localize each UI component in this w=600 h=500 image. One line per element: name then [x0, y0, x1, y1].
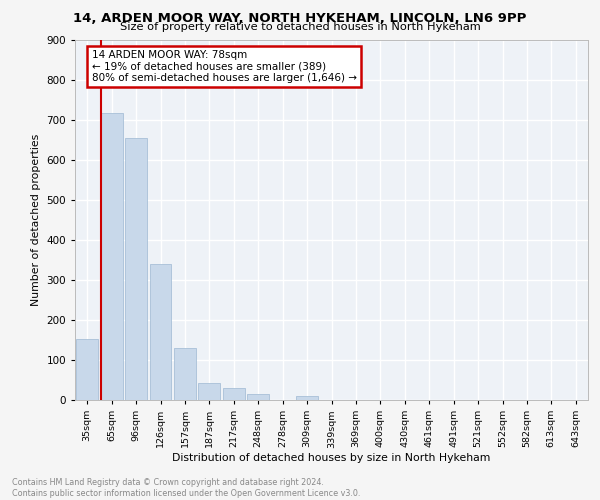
Text: Contains HM Land Registry data © Crown copyright and database right 2024.
Contai: Contains HM Land Registry data © Crown c… [12, 478, 361, 498]
Y-axis label: Number of detached properties: Number of detached properties [31, 134, 41, 306]
Bar [76, 339, 98, 400]
Bar [101, 113, 122, 400]
Text: 14, ARDEN MOOR WAY, NORTH HYKEHAM, LINCOLN, LN6 9PP: 14, ARDEN MOOR WAY, NORTH HYKEHAM, LINCO… [73, 12, 527, 26]
Bar [149, 264, 172, 400]
Bar [223, 388, 245, 400]
Bar [125, 138, 147, 400]
Bar [199, 383, 220, 400]
Text: Size of property relative to detached houses in North Hykeham: Size of property relative to detached ho… [119, 22, 481, 32]
Text: 14 ARDEN MOOR WAY: 78sqm
← 19% of detached houses are smaller (389)
80% of semi-: 14 ARDEN MOOR WAY: 78sqm ← 19% of detach… [92, 50, 356, 83]
Bar [296, 396, 318, 400]
X-axis label: Distribution of detached houses by size in North Hykeham: Distribution of detached houses by size … [172, 453, 491, 463]
Bar [174, 348, 196, 400]
Bar [247, 394, 269, 400]
